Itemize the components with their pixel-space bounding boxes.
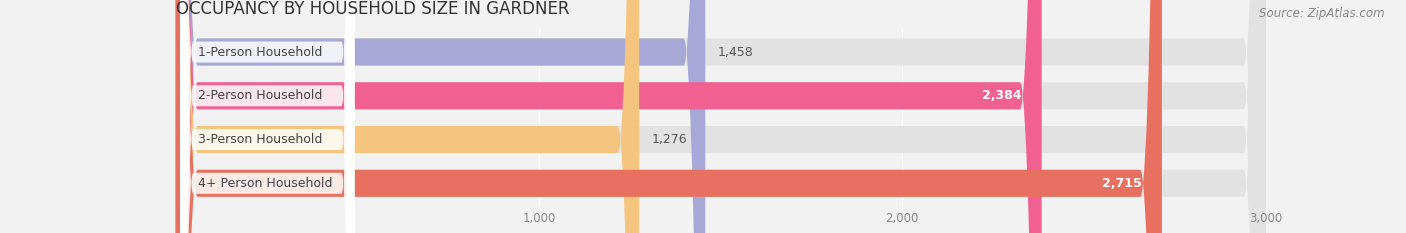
FancyBboxPatch shape xyxy=(176,0,640,233)
Text: 1-Person Household: 1-Person Household xyxy=(197,45,322,58)
Text: OCCUPANCY BY HOUSEHOLD SIZE IN GARDNER: OCCUPANCY BY HOUSEHOLD SIZE IN GARDNER xyxy=(176,0,569,18)
FancyBboxPatch shape xyxy=(176,0,1265,233)
FancyBboxPatch shape xyxy=(176,0,1161,233)
FancyBboxPatch shape xyxy=(176,0,1265,233)
FancyBboxPatch shape xyxy=(176,0,1265,233)
FancyBboxPatch shape xyxy=(176,0,706,233)
FancyBboxPatch shape xyxy=(180,0,354,233)
FancyBboxPatch shape xyxy=(180,0,354,233)
Text: 4+ Person Household: 4+ Person Household xyxy=(197,177,332,190)
Text: 2,384: 2,384 xyxy=(983,89,1022,102)
Text: 1,458: 1,458 xyxy=(718,45,754,58)
FancyBboxPatch shape xyxy=(176,0,1042,233)
FancyBboxPatch shape xyxy=(176,0,1265,233)
FancyBboxPatch shape xyxy=(180,0,354,233)
Text: 3-Person Household: 3-Person Household xyxy=(197,133,322,146)
Text: Source: ZipAtlas.com: Source: ZipAtlas.com xyxy=(1260,7,1385,20)
Text: 2-Person Household: 2-Person Household xyxy=(197,89,322,102)
Text: 1,276: 1,276 xyxy=(652,133,688,146)
Text: 2,715: 2,715 xyxy=(1102,177,1142,190)
FancyBboxPatch shape xyxy=(180,0,354,233)
